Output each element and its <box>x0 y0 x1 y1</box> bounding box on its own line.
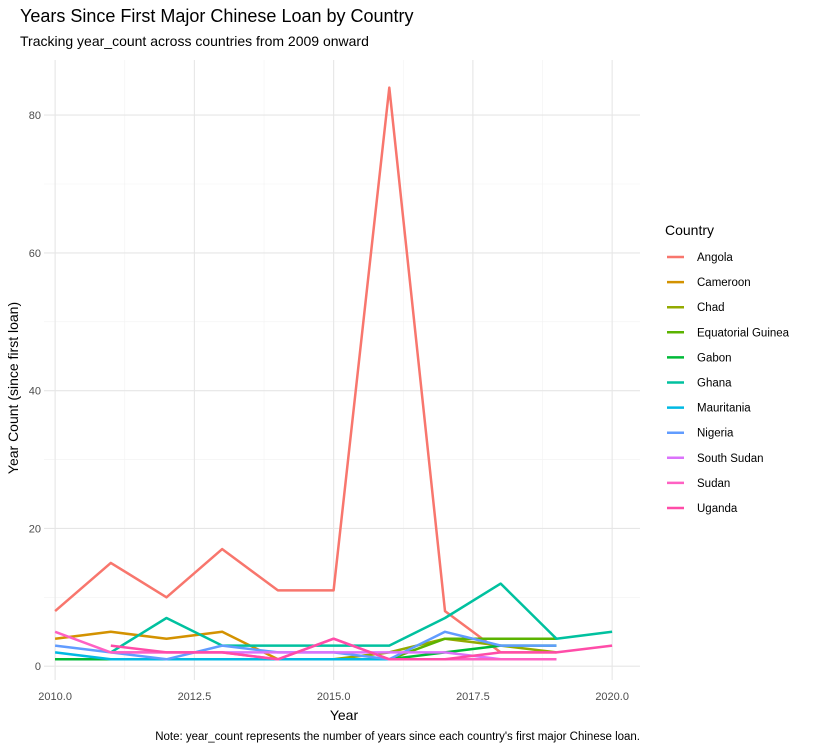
y-tick-label: 20 <box>29 523 41 535</box>
series-line-ghana <box>110 582 613 654</box>
y-tick-labels: 0 20 40 60 80 <box>29 110 41 673</box>
grid-layer <box>44 60 640 680</box>
legend-label-south-sudan: South Sudan <box>697 453 764 465</box>
y-tick-label: 40 <box>29 386 41 398</box>
legend-title: Country <box>665 222 714 238</box>
x-tick-label: 2010.0 <box>38 691 72 703</box>
legend-label-angola: Angola <box>697 252 733 264</box>
x-tick-label: 2015.0 <box>317 691 351 703</box>
x-tick-labels: 2010.0 2012.5 2015.0 2017.5 2020.0 <box>38 691 629 703</box>
y-axis-title: Year Count (since first loan) <box>5 302 21 474</box>
legend-label-ghana: Ghana <box>697 378 732 390</box>
x-tick-label: 2012.5 <box>178 691 212 703</box>
y-tick-label: 60 <box>29 248 41 260</box>
legend-label-chad: Chad <box>697 302 725 314</box>
legend: Country Angola Cameroon Chad Equatorial Gui… <box>665 222 790 515</box>
legend-label-nigeria: Nigeria <box>697 428 734 440</box>
legend-label-cameroon: Cameroon <box>697 277 751 289</box>
legend-label-gabon: Gabon <box>697 352 732 364</box>
x-axis-title: Year <box>330 707 359 723</box>
y-tick-label: 80 <box>29 110 41 122</box>
chart-caption: Note: year_count represents the number o… <box>155 731 640 743</box>
y-tick-label: 0 <box>35 661 41 673</box>
legend-label-equatorial-guinea: Equatorial Guinea <box>697 327 790 339</box>
chart-subtitle: Tracking year_count across countries fro… <box>20 33 369 49</box>
x-tick-label: 2020.0 <box>595 691 629 703</box>
legend-label-uganda: Uganda <box>697 503 738 515</box>
chart-title: Years Since First Major Chinese Loan by … <box>20 6 414 26</box>
series-line-uganda <box>110 637 613 661</box>
x-tick-label: 2017.5 <box>456 691 490 703</box>
legend-label-mauritania: Mauritania <box>697 403 751 415</box>
series-line-angola <box>54 86 557 654</box>
series-layer <box>54 86 613 661</box>
legend-label-sudan: Sudan <box>697 478 730 490</box>
